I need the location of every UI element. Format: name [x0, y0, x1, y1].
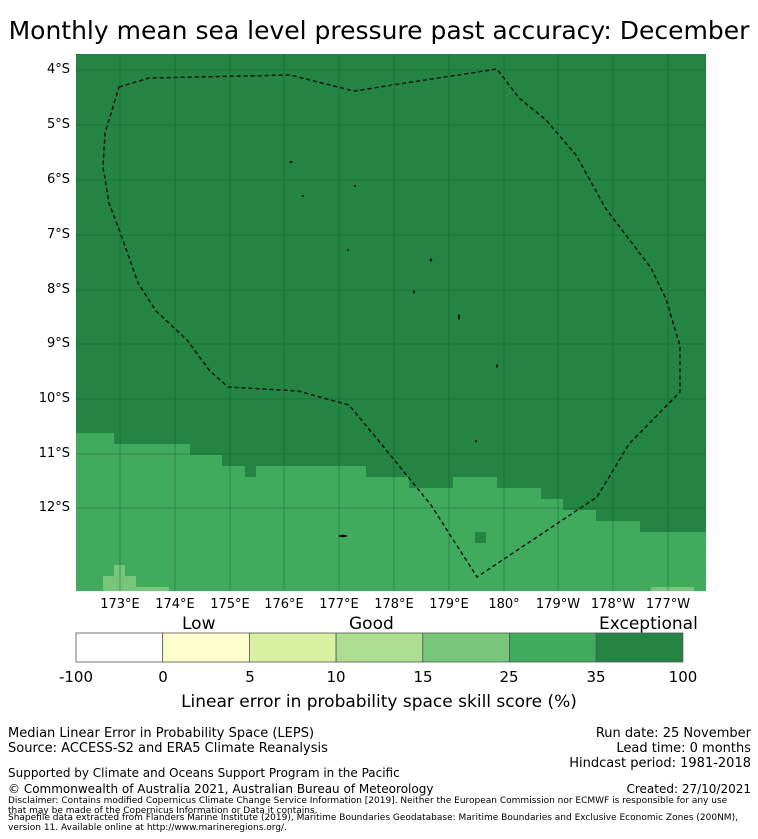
lon-label: 176°E — [264, 597, 304, 612]
disclaimer-line: Disclaimer: Contains modified Copernicus… — [8, 796, 728, 806]
good-skill-region — [76, 433, 706, 591]
lon-label: 175°E — [210, 597, 250, 612]
shapefile-line: Shapefile data extracted from Flanders M… — [8, 813, 738, 823]
lat-label: 9°S — [46, 336, 70, 351]
colorbar-tick: 10 — [326, 668, 346, 686]
lon-label: 180° — [488, 597, 520, 612]
copyright-text: © Commonwealth of Australia 2021, Austra… — [8, 782, 434, 796]
islands — [289, 161, 498, 538]
colorbar-tick: -100 — [58, 668, 94, 686]
lat-label: 8°S — [46, 282, 70, 297]
colorbar-cell — [75, 632, 164, 663]
colorbar-tick: 100 — [668, 668, 698, 686]
colorbar-tick: 25 — [499, 668, 519, 686]
lon-label: 174°E — [155, 597, 195, 612]
colorbar-cell — [248, 632, 337, 663]
colorbar-cell — [509, 632, 597, 663]
fair-skill-patch — [103, 565, 169, 591]
lat-label: 11°S — [38, 446, 70, 461]
lat-label: 5°S — [46, 117, 70, 132]
lon-label: 178°W — [590, 597, 636, 612]
source-text: Source: ACCESS-S2 and ERA5 Climate Reana… — [8, 741, 328, 756]
exceptional-cell — [475, 532, 486, 543]
created-date: Created: 27/10/2021 — [626, 782, 751, 796]
run-date: Run date: 25 November — [595, 726, 751, 741]
lead-time: Lead time: 0 months — [616, 741, 751, 756]
lat-label: 12°S — [38, 500, 70, 515]
colorbar-tick: 0 — [158, 668, 168, 686]
disclaimer-line: that may be made of the Copernicus Infor… — [8, 806, 318, 816]
lat-label: 4°S — [46, 62, 70, 77]
colorbar-cell — [335, 632, 424, 663]
map-title: Monthly mean sea level pressure past acc… — [8, 16, 750, 45]
method-text: Median Linear Error in Probability Space… — [8, 726, 315, 741]
legend-category-low: Low — [182, 614, 216, 634]
colorbar-tick: 15 — [413, 668, 433, 686]
colorbar-cell — [595, 632, 684, 663]
fair-skill-patch-east — [651, 587, 694, 591]
graticule — [76, 54, 706, 591]
lat-label: 7°S — [46, 227, 70, 242]
lon-label: 177°W — [645, 597, 691, 612]
shapefile-line: version 11. Available online at http://w… — [8, 823, 287, 833]
colorbar-label: Linear error in probability space skill … — [181, 692, 577, 712]
skill-map — [76, 54, 706, 591]
colorbar-cell — [422, 632, 510, 663]
legend-category-exceptional: Exceptional — [599, 614, 698, 634]
lon-label: 173°E — [100, 597, 140, 612]
lon-label: 179°E — [429, 597, 469, 612]
lat-label: 10°S — [38, 391, 70, 406]
lon-label: 178°E — [374, 597, 414, 612]
legend-category-good: Good — [349, 614, 394, 634]
hindcast-period: Hindcast period: 1981-2018 — [569, 756, 751, 771]
colorbar-tick: 35 — [586, 668, 606, 686]
lon-label: 177°E — [319, 597, 359, 612]
supported-text: Supported by Climate and Oceans Support … — [8, 766, 400, 780]
colorbar — [75, 632, 684, 663]
colorbar-cell — [162, 632, 250, 663]
colorbar-tick: 5 — [245, 668, 255, 686]
lat-label: 6°S — [46, 172, 70, 187]
lon-label: 179°W — [535, 597, 581, 612]
eez-boundary — [102, 68, 681, 578]
